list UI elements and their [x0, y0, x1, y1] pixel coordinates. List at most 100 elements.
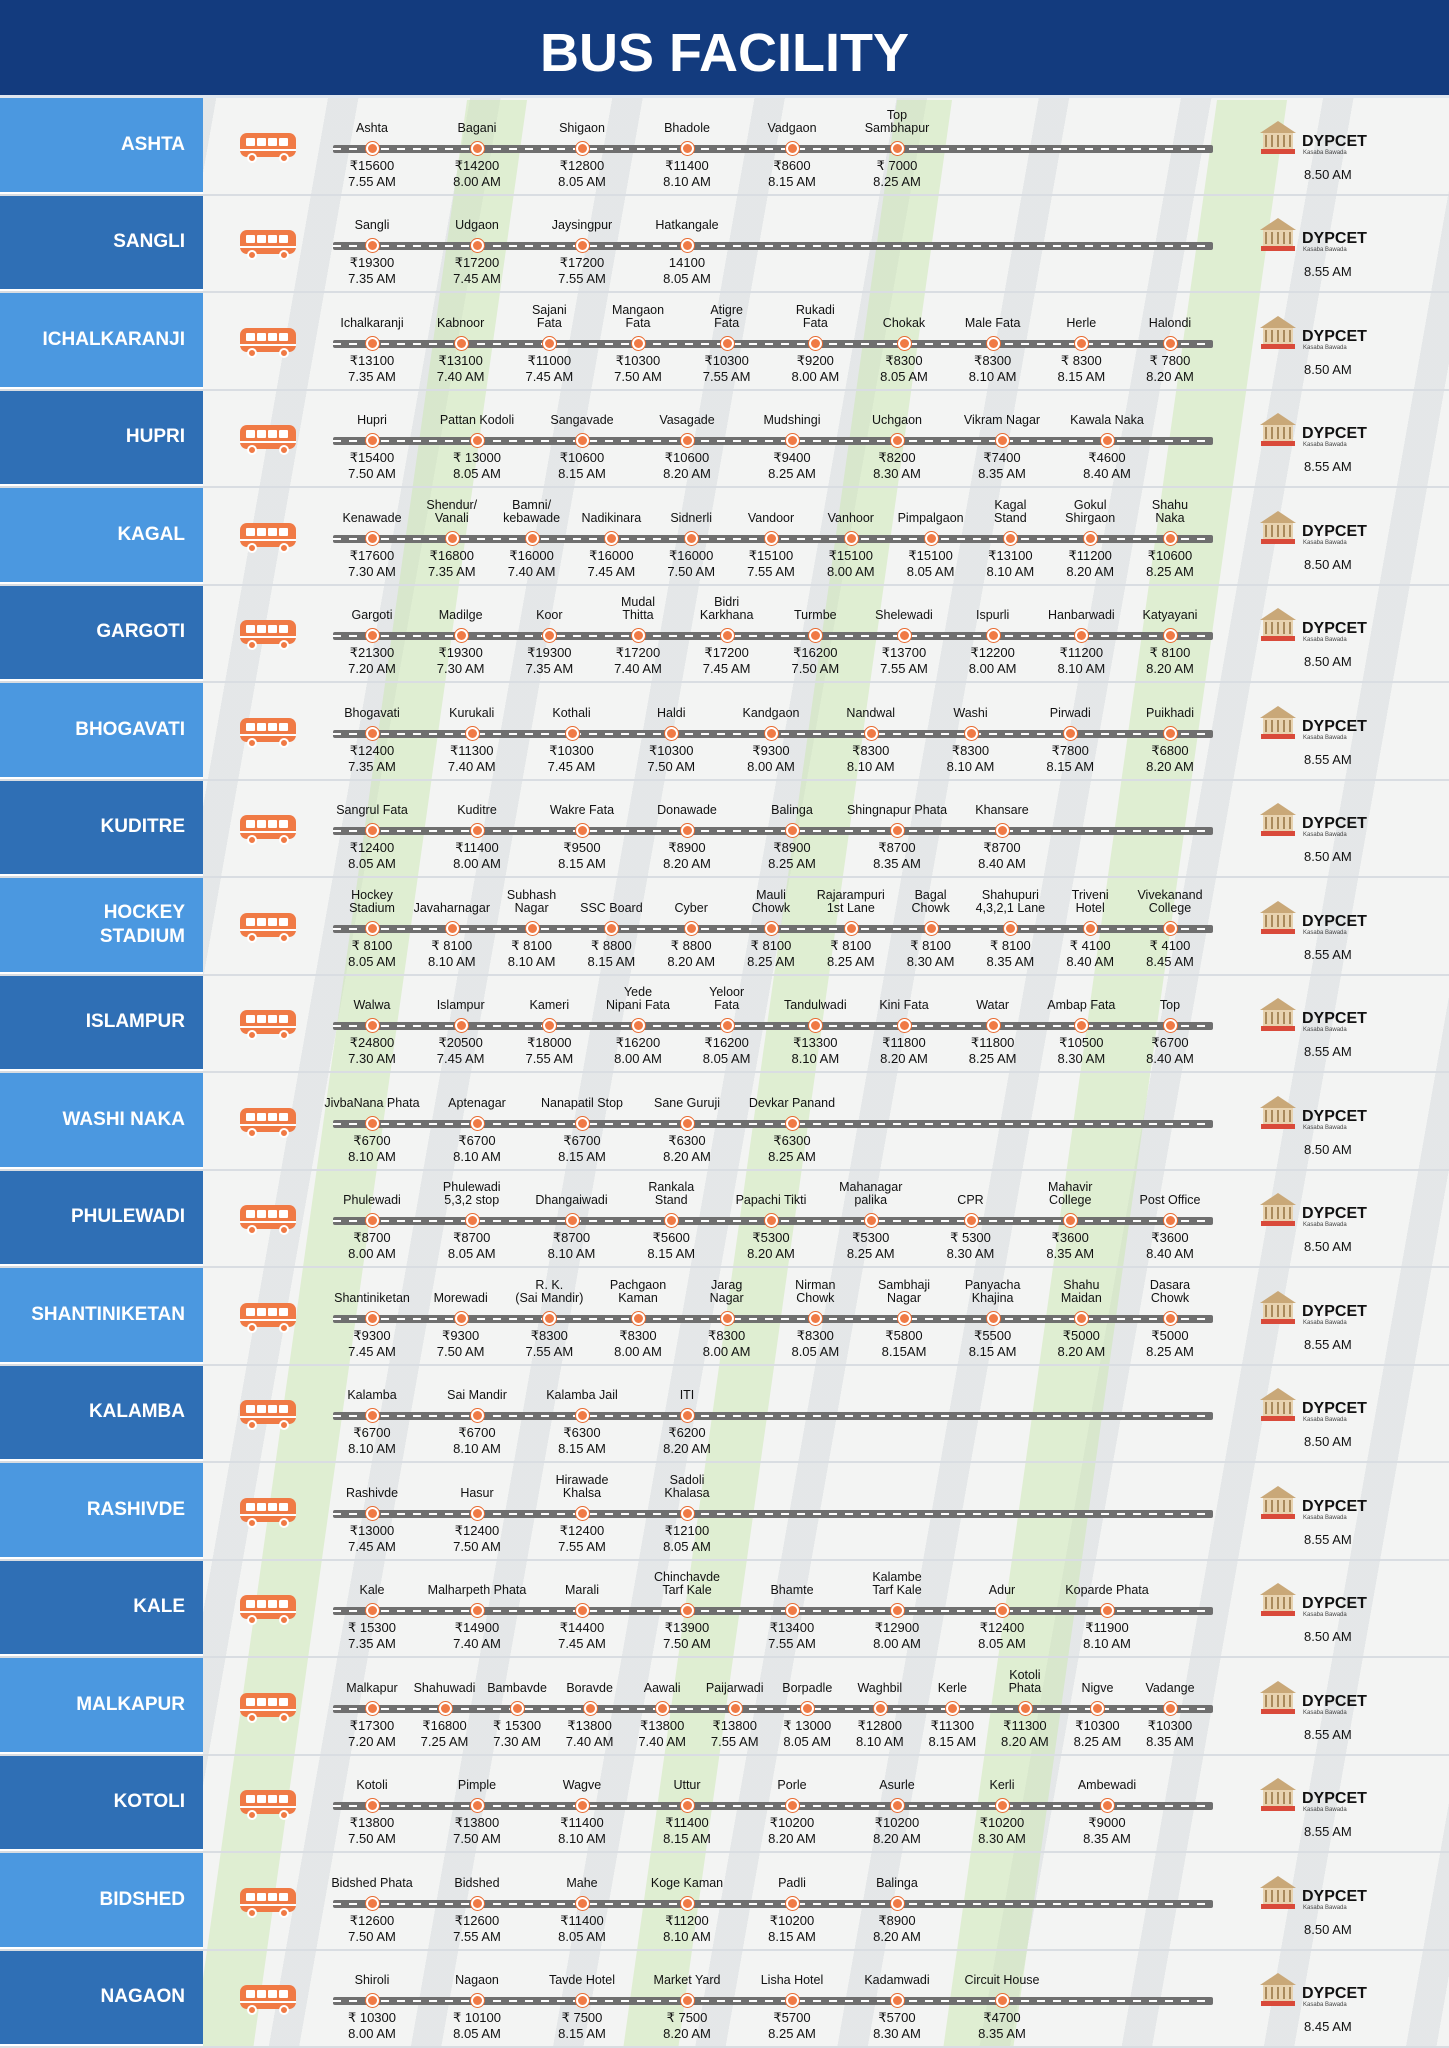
stop-time: 7.55 AM [348, 173, 396, 189]
stop-time: 8.05 AM [702, 1051, 751, 1067]
destination-name: DYPCET [1302, 522, 1367, 540]
stop-time: 8.10 AM [663, 173, 711, 189]
stop-time: 8.15 AM [558, 1441, 606, 1457]
stop-pin [366, 1019, 379, 1033]
stop-time: 8.15 AM [1046, 758, 1095, 774]
stop-time: 7.50 AM [614, 368, 662, 384]
stop-pin [366, 629, 379, 643]
stop-time: 7.35 AM [525, 661, 574, 677]
stop-name: Kale [359, 1583, 385, 1598]
college-icon [1260, 315, 1296, 349]
destination-place: Kasaba Bawada [1303, 1612, 1347, 1619]
stop-pin [891, 1896, 904, 1910]
route-name: HOCKEY STADIUM [0, 878, 203, 974]
stop-name: Sambhaji Nagar [877, 1277, 931, 1305]
route-row: MALKAPUR Malkapur ₹17300 7.20 AM Shahuwadi ₹1… [0, 1658, 1449, 1756]
stop-fare: ₹11000 [527, 352, 572, 368]
stop-fare: ₹8700 [983, 840, 1021, 856]
stop-time: 8.00 AM [826, 563, 875, 579]
stop-name: Kalambe Tarf Kale [872, 1570, 922, 1598]
stop-name: Mudal Thitta [620, 595, 656, 623]
stop-pin [1075, 1311, 1089, 1325]
stop-name: Koge Kaman [650, 1875, 724, 1890]
arrival-time: 8.55 AM [1304, 946, 1352, 962]
destination-place: Kasaba Bawada [1303, 734, 1347, 741]
stop-name: Khansare [975, 803, 1029, 818]
arrival-time: 8.55 AM [1304, 1336, 1352, 1352]
stop-fare: ₹10600 [559, 450, 605, 466]
stop-fare: ₹ 10100 [452, 2010, 502, 2026]
stop-pin [891, 141, 904, 155]
stop-name: Dhangaiwadi [535, 1193, 608, 1208]
stop-time: 8.20 AM [1146, 661, 1194, 677]
stop-pin [786, 824, 799, 838]
stop-name: Sadoli Khalasa [664, 1472, 710, 1500]
stop-time: 7.45 AM [436, 1051, 485, 1067]
stop-fare: ₹13100 [988, 547, 1033, 563]
stop-name: Paijarwadi [705, 1680, 764, 1695]
stop-pin [681, 1799, 694, 1813]
stop-fare: ₹13300 [793, 1035, 838, 1051]
stop-pin [366, 1116, 379, 1130]
stop-pin [898, 336, 911, 350]
stop-pin [685, 531, 699, 545]
stop-name: Wagve [562, 1778, 602, 1793]
stop-time: 7.40 AM [638, 1733, 687, 1749]
stop-name: Subhash Nagar [506, 887, 557, 915]
stop-time: 7.25 AM [420, 1733, 469, 1749]
stop-name: Kandgaon [742, 705, 800, 720]
stop-time: 7.45 AM [453, 271, 501, 287]
stop-name: Bhadole [664, 120, 710, 135]
bus-icon [240, 1887, 296, 1918]
stop-fare: ₹16200 [704, 1035, 749, 1051]
stop-name: Aawali [643, 1680, 681, 1695]
stop-time: 7.35 AM [348, 271, 396, 287]
destination-place: Kasaba Bawada [1303, 832, 1347, 839]
stop-time: 7.35 AM [348, 758, 396, 774]
stop-name: Kurukali [449, 705, 495, 720]
stop-time: 7.55 AM [558, 271, 606, 287]
stop-pin [1164, 336, 1177, 350]
stop-fare: ₹6700 [1151, 1035, 1189, 1051]
stop-fare: ₹8300 [619, 1327, 657, 1343]
stop-pin [366, 824, 379, 838]
stop-name: Chokak [882, 315, 926, 330]
destination-place: Kasaba Bawada [1303, 2002, 1347, 2009]
stop-time: 7.45 AM [348, 1538, 396, 1554]
destination-place: Kasaba Bawada [1303, 344, 1347, 351]
stop-name: Vadange [1145, 1680, 1195, 1695]
stop-name: Nigve [1081, 1680, 1114, 1695]
stop-name: Bagani [457, 120, 497, 135]
stop-fare: ₹5300 [852, 1230, 890, 1246]
stop-name: Vandoor [747, 510, 795, 525]
stop-fare: ₹16000 [668, 547, 714, 563]
stop-name: Mauli Chowk [751, 887, 791, 915]
stop-pin [465, 726, 479, 740]
stop-fare: ₹13800 [639, 1717, 685, 1733]
road [333, 1119, 1213, 1128]
stop-time: 8.20 AM [1066, 563, 1115, 579]
route-row: ICHALKARANJI Ichalkaranji ₹13100 7.35 AM Kab… [0, 293, 1449, 391]
stop-fare: ₹ 7000 [876, 157, 918, 173]
stop-time: 7.35 AM [348, 368, 396, 384]
stop-name: Puikhadi [1146, 705, 1194, 720]
bus-icon [240, 1595, 296, 1626]
stop-time: 8.15 AM [663, 1831, 711, 1847]
stop-fare: ₹19300 [527, 645, 572, 661]
stop-name: Kini Fata [879, 998, 929, 1013]
stop-time: 8.40 AM [1066, 953, 1115, 969]
stop-name: Shendur/ Vanali [426, 497, 478, 525]
stop-pin [471, 1116, 484, 1130]
stop-pin [964, 1214, 978, 1228]
bus-icon [240, 1107, 296, 1138]
stop-pin [583, 1701, 597, 1715]
stop-time: 8.40 AM [1146, 1246, 1194, 1262]
stop-fare: ₹16000 [589, 547, 634, 563]
stop-time: 7.50 AM [348, 1831, 396, 1847]
stop-time: 7.50 AM [791, 661, 840, 677]
stop-pin [681, 1604, 694, 1618]
stop-time: 8.00 AM [747, 758, 795, 774]
stop-pin [765, 726, 778, 740]
stop-pin [685, 921, 699, 935]
